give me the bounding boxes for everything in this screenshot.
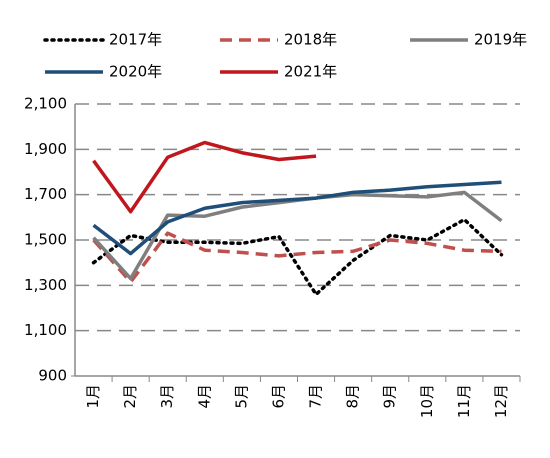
- x-tick-label: 5月: [232, 384, 250, 409]
- y-tick-label: 1,100: [24, 321, 67, 339]
- legend-label: 2017年: [109, 31, 162, 49]
- legend-label: 2018年: [284, 31, 337, 49]
- x-tick-label: 3月: [158, 384, 176, 409]
- x-tick-label: 1月: [84, 384, 102, 409]
- y-tick-label: 1,700: [24, 185, 67, 203]
- y-tick-label: 1,900: [24, 140, 67, 158]
- x-tick-label: 9月: [381, 384, 399, 409]
- x-tick-label: 8月: [344, 384, 362, 409]
- series-line: [92, 180, 502, 256]
- series-line: [92, 140, 317, 214]
- x-tick-label: 12月: [492, 384, 510, 418]
- x-tick-label: 4月: [195, 384, 213, 409]
- y-tick-label: 1,500: [24, 231, 67, 249]
- legend-label: 2020年: [109, 63, 162, 81]
- x-tick-label: 6月: [269, 384, 287, 409]
- x-tick-label: 2月: [121, 384, 139, 409]
- series-line: [92, 231, 502, 284]
- x-tick-label: 7月: [307, 384, 325, 409]
- y-tick-label: 900: [38, 367, 67, 385]
- legend-label: 2021年: [284, 63, 337, 81]
- x-tick-label: 11月: [455, 384, 473, 418]
- y-tick-label: 2,100: [24, 95, 67, 113]
- series-line: [91, 217, 504, 297]
- x-tick-label: 10月: [418, 384, 436, 418]
- y-tick-label: 1,300: [24, 276, 67, 294]
- legend-label: 2019年: [474, 31, 527, 49]
